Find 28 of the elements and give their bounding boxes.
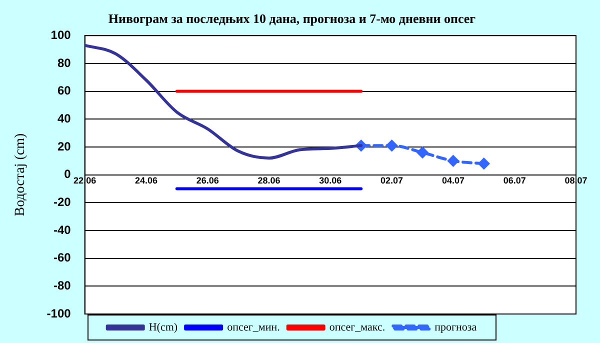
y-tick-label: 100: [50, 28, 72, 42]
y-tick-label: 20: [57, 139, 72, 154]
x-tick-label: 28.06: [258, 176, 280, 186]
point: [386, 140, 398, 152]
y-tick-label: 0: [64, 167, 72, 182]
y-tick-label: -100: [46, 306, 72, 320]
chart-title: Нивограм за последњих 10 дана, прогноза и 7-мо дневни опсег: [108, 11, 476, 26]
y-tick-label: -60: [53, 250, 72, 265]
point: [478, 158, 490, 170]
point: [448, 155, 459, 166]
x-tick-label: 26.06: [196, 176, 219, 186]
legend-label: прогноза: [434, 321, 477, 334]
x-tick-label: 24.06: [134, 176, 158, 186]
y-axis-title: Водостај (cm): [13, 133, 28, 216]
x-tick-label: 02.07: [380, 176, 404, 186]
y-tick-label: -40: [53, 222, 72, 237]
legend-label: H(cm): [148, 321, 178, 334]
y-tick-label: -20: [53, 194, 72, 209]
y-tick-label: 60: [57, 84, 72, 98]
y-tick-label: -80: [53, 278, 72, 292]
legend-label: опсег_макс.: [329, 321, 386, 334]
x-tick-label: 06.07: [503, 176, 526, 186]
y-tick-label: 40: [57, 111, 72, 126]
y-tick-label: 80: [57, 56, 72, 70]
point: [417, 147, 428, 158]
x-tick-label: 30.06: [319, 176, 342, 186]
x-tick-label: 04.07: [442, 176, 464, 186]
legend-label: опсег_мин.: [227, 321, 280, 334]
